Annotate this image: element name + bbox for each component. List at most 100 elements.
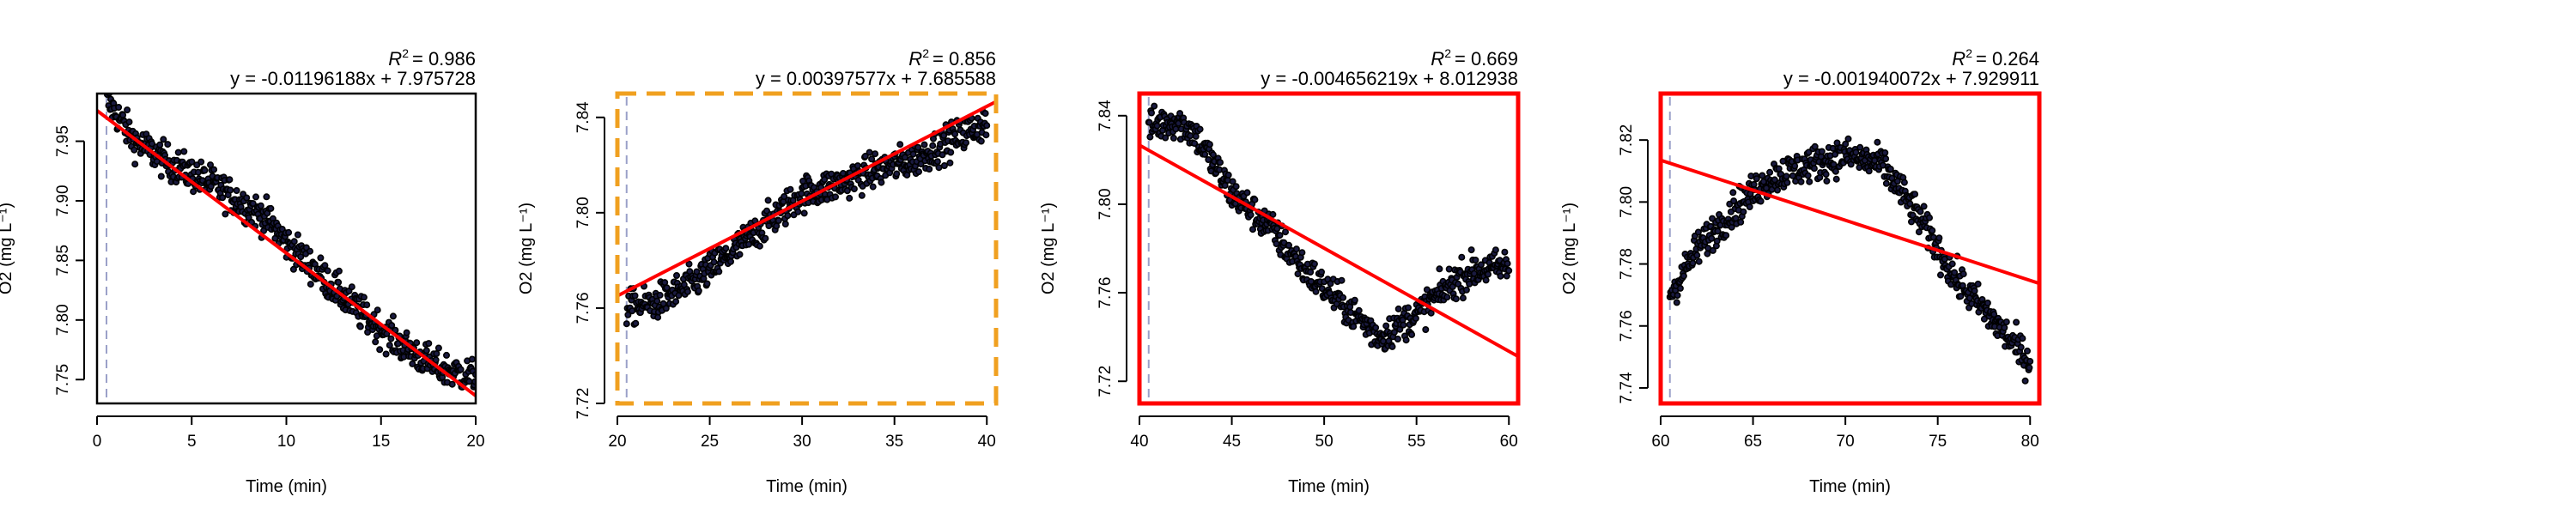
- data-point: [324, 267, 331, 275]
- data-point: [1882, 179, 1890, 187]
- data-point: [1459, 294, 1467, 302]
- data-point: [850, 185, 858, 193]
- data-point: [1871, 157, 1879, 165]
- data-point: [775, 217, 782, 225]
- x-tick-label: 75: [1929, 433, 1947, 451]
- data-point: [2013, 318, 2020, 326]
- data-point: [1422, 325, 1430, 333]
- data-point: [434, 344, 442, 352]
- y-tick-label: 7.75: [54, 364, 72, 396]
- data-point: [252, 193, 259, 201]
- data-point: [1832, 167, 1839, 175]
- data-point: [1823, 177, 1831, 185]
- x-tick-label: 5: [187, 433, 197, 451]
- data-point: [1713, 237, 1721, 245]
- data-point: [703, 280, 711, 288]
- data-point: [226, 176, 234, 184]
- x-tick-label: 70: [1837, 433, 1855, 451]
- data-point: [631, 292, 639, 300]
- data-point: [1893, 178, 1901, 185]
- data-point: [210, 166, 218, 173]
- data-point: [348, 283, 355, 291]
- y-tick-label: 7.85: [54, 245, 72, 276]
- data-point: [1436, 265, 1443, 273]
- data-point: [1676, 284, 1684, 292]
- data-point: [1355, 306, 1363, 314]
- data-point: [1818, 148, 1826, 155]
- data-point: [1915, 228, 1923, 236]
- data-point: [764, 197, 772, 204]
- data-point: [1729, 189, 1737, 197]
- y-axis-title: O2 (mg L⁻¹): [1560, 203, 1579, 294]
- data-point: [1351, 296, 1358, 304]
- y-tick-label: 7.80: [54, 304, 72, 336]
- data-point: [1485, 270, 1492, 278]
- data-point: [2026, 357, 2034, 365]
- data-point: [1680, 272, 1687, 280]
- x-axis-title: Time (min): [1288, 477, 1370, 496]
- data-point: [2024, 347, 2032, 354]
- data-point: [1162, 134, 1170, 142]
- data-point: [1229, 178, 1236, 185]
- data-point: [726, 258, 734, 265]
- data-point: [685, 260, 693, 268]
- data-point: [1388, 342, 1396, 350]
- x-tick-label: 20: [608, 433, 626, 451]
- x-tick-label: 15: [372, 433, 390, 451]
- data-point: [1400, 321, 1407, 329]
- y-tick-label: 7.80: [1618, 186, 1636, 218]
- data-point: [1176, 110, 1184, 118]
- data-point: [306, 247, 313, 255]
- y-axis-title: O2 (mg L⁻¹): [1039, 203, 1058, 294]
- data-point: [222, 210, 229, 218]
- data-point: [115, 104, 123, 112]
- y-tick-label: 7.80: [1097, 188, 1115, 220]
- data-point: [1276, 232, 1284, 239]
- data-point: [1170, 134, 1177, 142]
- data-point: [1249, 226, 1257, 233]
- x-tick-label: 55: [1407, 433, 1425, 451]
- data-point: [432, 356, 440, 364]
- data-point: [382, 350, 390, 358]
- data-point: [1390, 329, 1398, 336]
- data-point: [1206, 141, 1213, 148]
- data-point: [260, 227, 268, 234]
- data-point: [157, 173, 165, 180]
- data-point: [1394, 335, 1401, 342]
- data-point: [1452, 295, 1460, 303]
- data-point: [197, 158, 205, 166]
- x-tick-label: 50: [1315, 433, 1334, 451]
- data-point: [1472, 256, 1479, 264]
- data-point: [376, 346, 384, 354]
- data-point: [1146, 133, 1154, 141]
- data-point: [1791, 162, 1799, 170]
- data-point: [695, 287, 702, 294]
- data-point: [632, 319, 640, 327]
- data-point: [656, 291, 664, 299]
- data-point: [872, 150, 879, 158]
- data-point: [1874, 138, 1881, 146]
- y-tick-label: 7.74: [1618, 372, 1636, 403]
- data-point: [1153, 122, 1161, 130]
- data-point: [131, 161, 139, 168]
- data-point: [1980, 315, 1988, 323]
- x-tick-label: 65: [1744, 433, 1762, 451]
- data-point: [1911, 191, 1919, 198]
- data-point: [800, 209, 808, 217]
- data-point: [1458, 253, 1466, 261]
- x-tick-label: 60: [1500, 433, 1518, 451]
- data-point: [372, 338, 380, 346]
- data-point: [1408, 330, 1416, 338]
- data-point: [409, 360, 416, 367]
- data-point: [1307, 268, 1315, 276]
- fit-equation: y = -0.001940072x + 7.929911: [1783, 68, 2039, 89]
- data-point: [1757, 197, 1765, 205]
- data-point: [623, 320, 630, 328]
- data-point: [1294, 270, 1302, 278]
- data-point: [1192, 132, 1200, 140]
- data-point: [915, 168, 923, 176]
- data-point: [1224, 171, 1232, 179]
- data-point: [1740, 208, 1747, 215]
- data-point: [736, 251, 744, 258]
- data-point: [663, 284, 671, 292]
